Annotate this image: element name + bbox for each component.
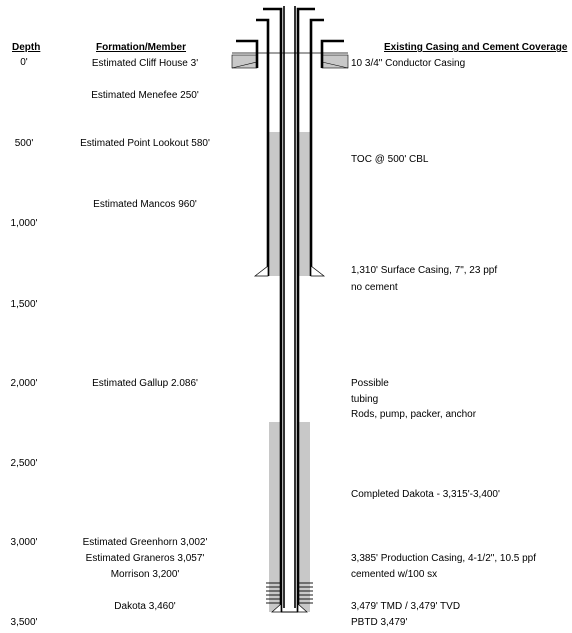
production-cement-left <box>269 422 280 612</box>
casing-note: 10 3/4" Conductor Casing <box>351 58 466 69</box>
depth-column-header: Depth <box>12 42 41 53</box>
production-cement-right <box>299 422 310 612</box>
formation-label: Morrison 3,200' <box>110 569 180 580</box>
casing-note: Rods, pump, packer, anchor <box>351 409 477 420</box>
surface-cement-right <box>299 132 310 276</box>
casing-note: Completed Dakota - 3,315'-3,400' <box>351 489 500 500</box>
depth-label: 1,500' <box>10 299 38 310</box>
production-casing-right <box>296 7 315 612</box>
casing-note: 1,310' Surface Casing, 7", 23 ppf <box>351 265 498 276</box>
conductor-cement-left <box>231 54 258 69</box>
conductor-casing-left <box>236 39 259 68</box>
depth-label: 3,500' <box>10 617 38 628</box>
casing-note: tubing <box>351 394 379 405</box>
formation-label: Dakota 3,460' <box>114 601 176 612</box>
casing-note: TOC @ 500' CBL <box>351 154 429 165</box>
formation-label: Estimated Mancos 960' <box>93 199 197 210</box>
surface-cement-left <box>269 132 280 276</box>
production-casing-left <box>263 7 283 612</box>
depth-label: 1,000' <box>10 218 38 229</box>
surface-casing-shoe-left <box>253 265 269 277</box>
formation-label: Estimated Menefee 250' <box>91 90 199 101</box>
conductor-cement-right <box>321 54 349 69</box>
casing-note: PBTD 3,479' <box>351 617 408 628</box>
casing-column-header: Existing Casing and Cement Coverage <box>384 42 568 53</box>
formation-label: Estimated Cliff House 3' <box>91 58 199 69</box>
casing-note: 3,479' TMD / 3,479' TVD <box>351 601 461 612</box>
formation-label: Estimated Greenhorn 3,002' <box>82 537 208 548</box>
casing-note: 3,385' Production Casing, 4-1/2", 10.5 p… <box>351 553 537 564</box>
formation-label: Estimated Gallup 2.086' <box>92 378 198 389</box>
casing-note: cemented w/100 sx <box>351 569 438 580</box>
formation-column-header: Formation/Member <box>96 42 187 53</box>
casing-note: Possible <box>351 378 389 389</box>
surface-casing-left <box>256 18 270 276</box>
surface-casing-right <box>309 18 324 276</box>
production-casing-shoe-left <box>271 603 282 613</box>
depth-label: 3,000' <box>10 537 38 548</box>
surface-casing-shoe-right <box>310 265 326 277</box>
conductor-casing-right <box>320 39 344 68</box>
depth-label: 0' <box>20 57 28 68</box>
depth-label: 2,000' <box>10 378 38 389</box>
perforations <box>266 582 313 604</box>
casing-note: no cement <box>351 282 398 293</box>
formation-label: Estimated Point Lookout 580' <box>80 138 210 149</box>
formation-label: Estimated Graneros 3,057' <box>85 553 205 564</box>
depth-label: 2,500' <box>10 458 38 469</box>
production-casing-shoe-right <box>297 603 308 613</box>
depth-label: 500' <box>14 138 34 149</box>
